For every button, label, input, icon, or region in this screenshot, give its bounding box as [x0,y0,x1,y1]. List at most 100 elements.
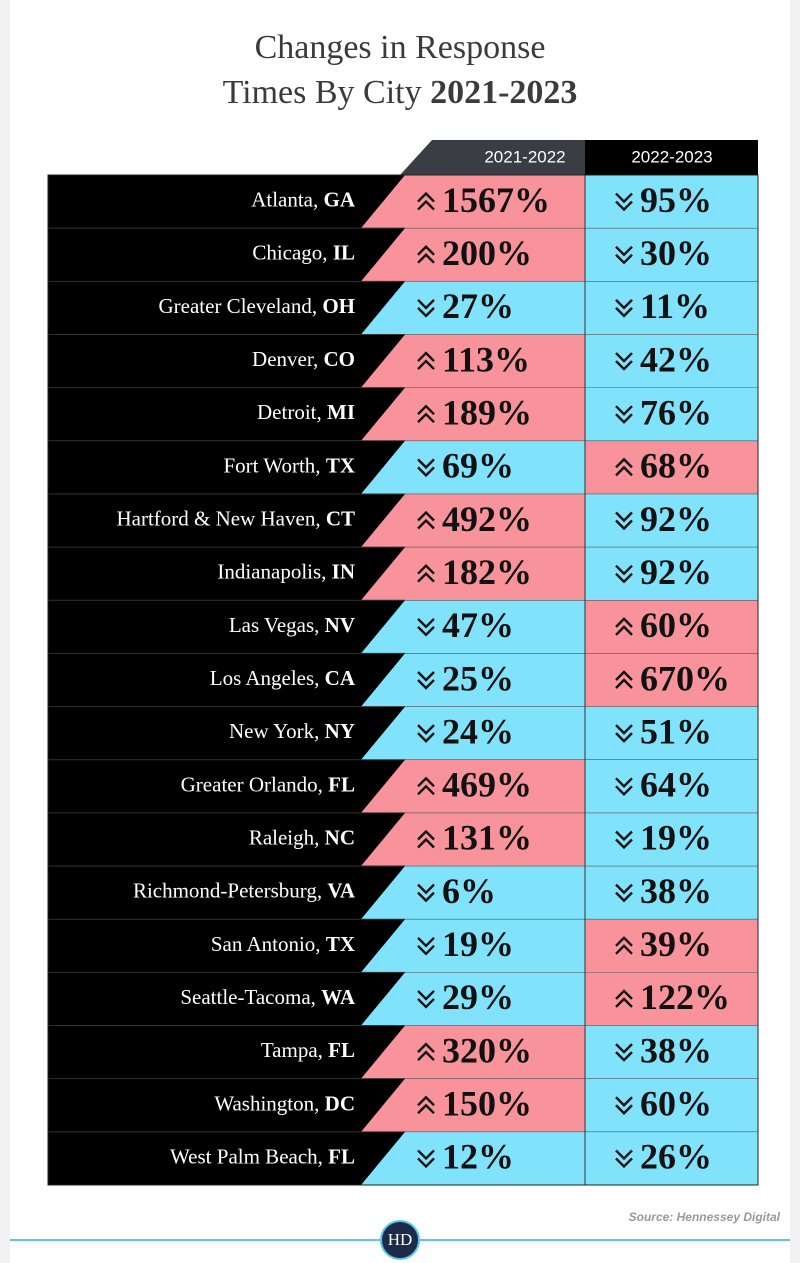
trend-arrow [417,245,435,256]
cell-bg [361,387,585,441]
change-value: 60% [640,1084,712,1124]
change-value: 69% [442,446,514,486]
change-value: 122% [640,977,730,1017]
city-label: New York, NY [229,719,355,743]
cell-bg [585,175,758,229]
trend-arrow [417,990,435,1001]
city-name: San Antonio, [211,932,321,956]
city-label: Greater Orlando, FL [181,772,355,796]
change-value: 11% [640,286,710,326]
trend-arrow [615,732,633,743]
trend-arrow [615,299,633,310]
trend-arrow [615,519,633,531]
header-bg [400,140,585,175]
change-value: 182% [442,552,532,592]
change-value: 492% [442,499,532,539]
trend-arrow [417,1095,435,1107]
state: TX [326,453,355,477]
change-value: 30% [640,233,712,273]
trend-arrow [417,1050,435,1061]
logo: HD [388,1230,413,1249]
cell-bg [585,493,758,548]
trend-arrow [417,199,435,211]
trend-arrow [615,511,633,523]
change-value: 68% [640,446,712,486]
trend-arrow [417,351,435,362]
trend-arrow [615,1104,633,1115]
trend-arrow [417,891,435,903]
city-label: Washington, DC [214,1091,355,1115]
cell-bg [585,653,758,707]
trend-arrow [615,457,633,469]
cell-bg [361,919,585,973]
change-value: 19% [442,924,514,964]
trend-arrow [417,617,435,629]
trend-arrow [615,617,633,628]
change-value: 200% [442,233,532,273]
change-value: 76% [640,392,712,432]
city-name: Washington, [214,1091,319,1115]
city-label: San Antonio, TX [211,932,355,956]
city-name: Los Angeles, [210,666,320,690]
state: VA [327,878,355,902]
city-name: West Palm Beach, [170,1144,323,1168]
trend-arrow [417,724,435,735]
cell-bg [585,919,758,973]
city-label: Detroit, MI [257,400,355,424]
change-value: 1567% [442,180,550,220]
logo-badge [380,1220,420,1260]
state: WA [321,985,356,1009]
city-name: Las Vegas, [229,613,320,637]
city-name: Hartford & New Haven, [116,506,320,530]
cell-bg [361,547,585,601]
trend-arrow [417,1157,435,1169]
state: NY [325,719,355,743]
change-value: 51% [640,711,712,751]
title-line: Times By City 2021-2023 [223,74,578,111]
cell-bg [361,281,585,335]
cell-bg [585,1131,758,1185]
trend-arrow [417,671,435,682]
trend-arrow [417,191,435,203]
trend-arrow [417,299,435,310]
city-name: Tampa, [261,1038,323,1062]
trend-arrow [615,1043,633,1054]
column-header: 2021-2022 [484,147,565,166]
trend-arrow [417,732,435,743]
trend-arrow [615,625,633,636]
city-label: West Palm Beach, FL [170,1144,355,1168]
cell-bg [585,812,758,867]
trend-arrow [417,563,435,575]
state: CO [324,347,356,371]
city-label: Indianapolis, IN [217,559,355,583]
change-value: 60% [640,605,712,645]
cell-bg [585,547,758,601]
trend-arrow [417,1103,435,1115]
city-name: Detroit, [257,400,322,424]
city-label: Atlanta, GA [251,187,356,211]
city-label: Richmond-Petersburg, VA [133,878,356,902]
change-value: 12% [442,1137,514,1177]
change-value: 24% [442,711,514,751]
change-value: 469% [442,765,532,805]
cell-bg [585,866,758,920]
change-value: 670% [640,658,730,698]
trend-arrow [615,405,633,416]
state: DC [325,1091,355,1115]
trend-arrow [417,998,435,1009]
change-value: 92% [640,499,712,539]
state: FL [328,1038,355,1062]
state: MI [327,400,355,424]
trend-arrow [615,777,633,789]
cell-bg [361,1078,585,1132]
trend-arrow [615,253,633,265]
trend-arrow [417,307,435,318]
city-label: Fort Worth, TX [223,453,355,477]
city-name: Greater Cleveland, [158,294,317,318]
trend-arrow [417,625,435,637]
trend-arrow [615,572,633,584]
cell-bg [585,706,758,760]
trend-arrow [417,1149,435,1161]
trend-arrow [417,784,435,796]
change-value: 27% [442,286,514,326]
